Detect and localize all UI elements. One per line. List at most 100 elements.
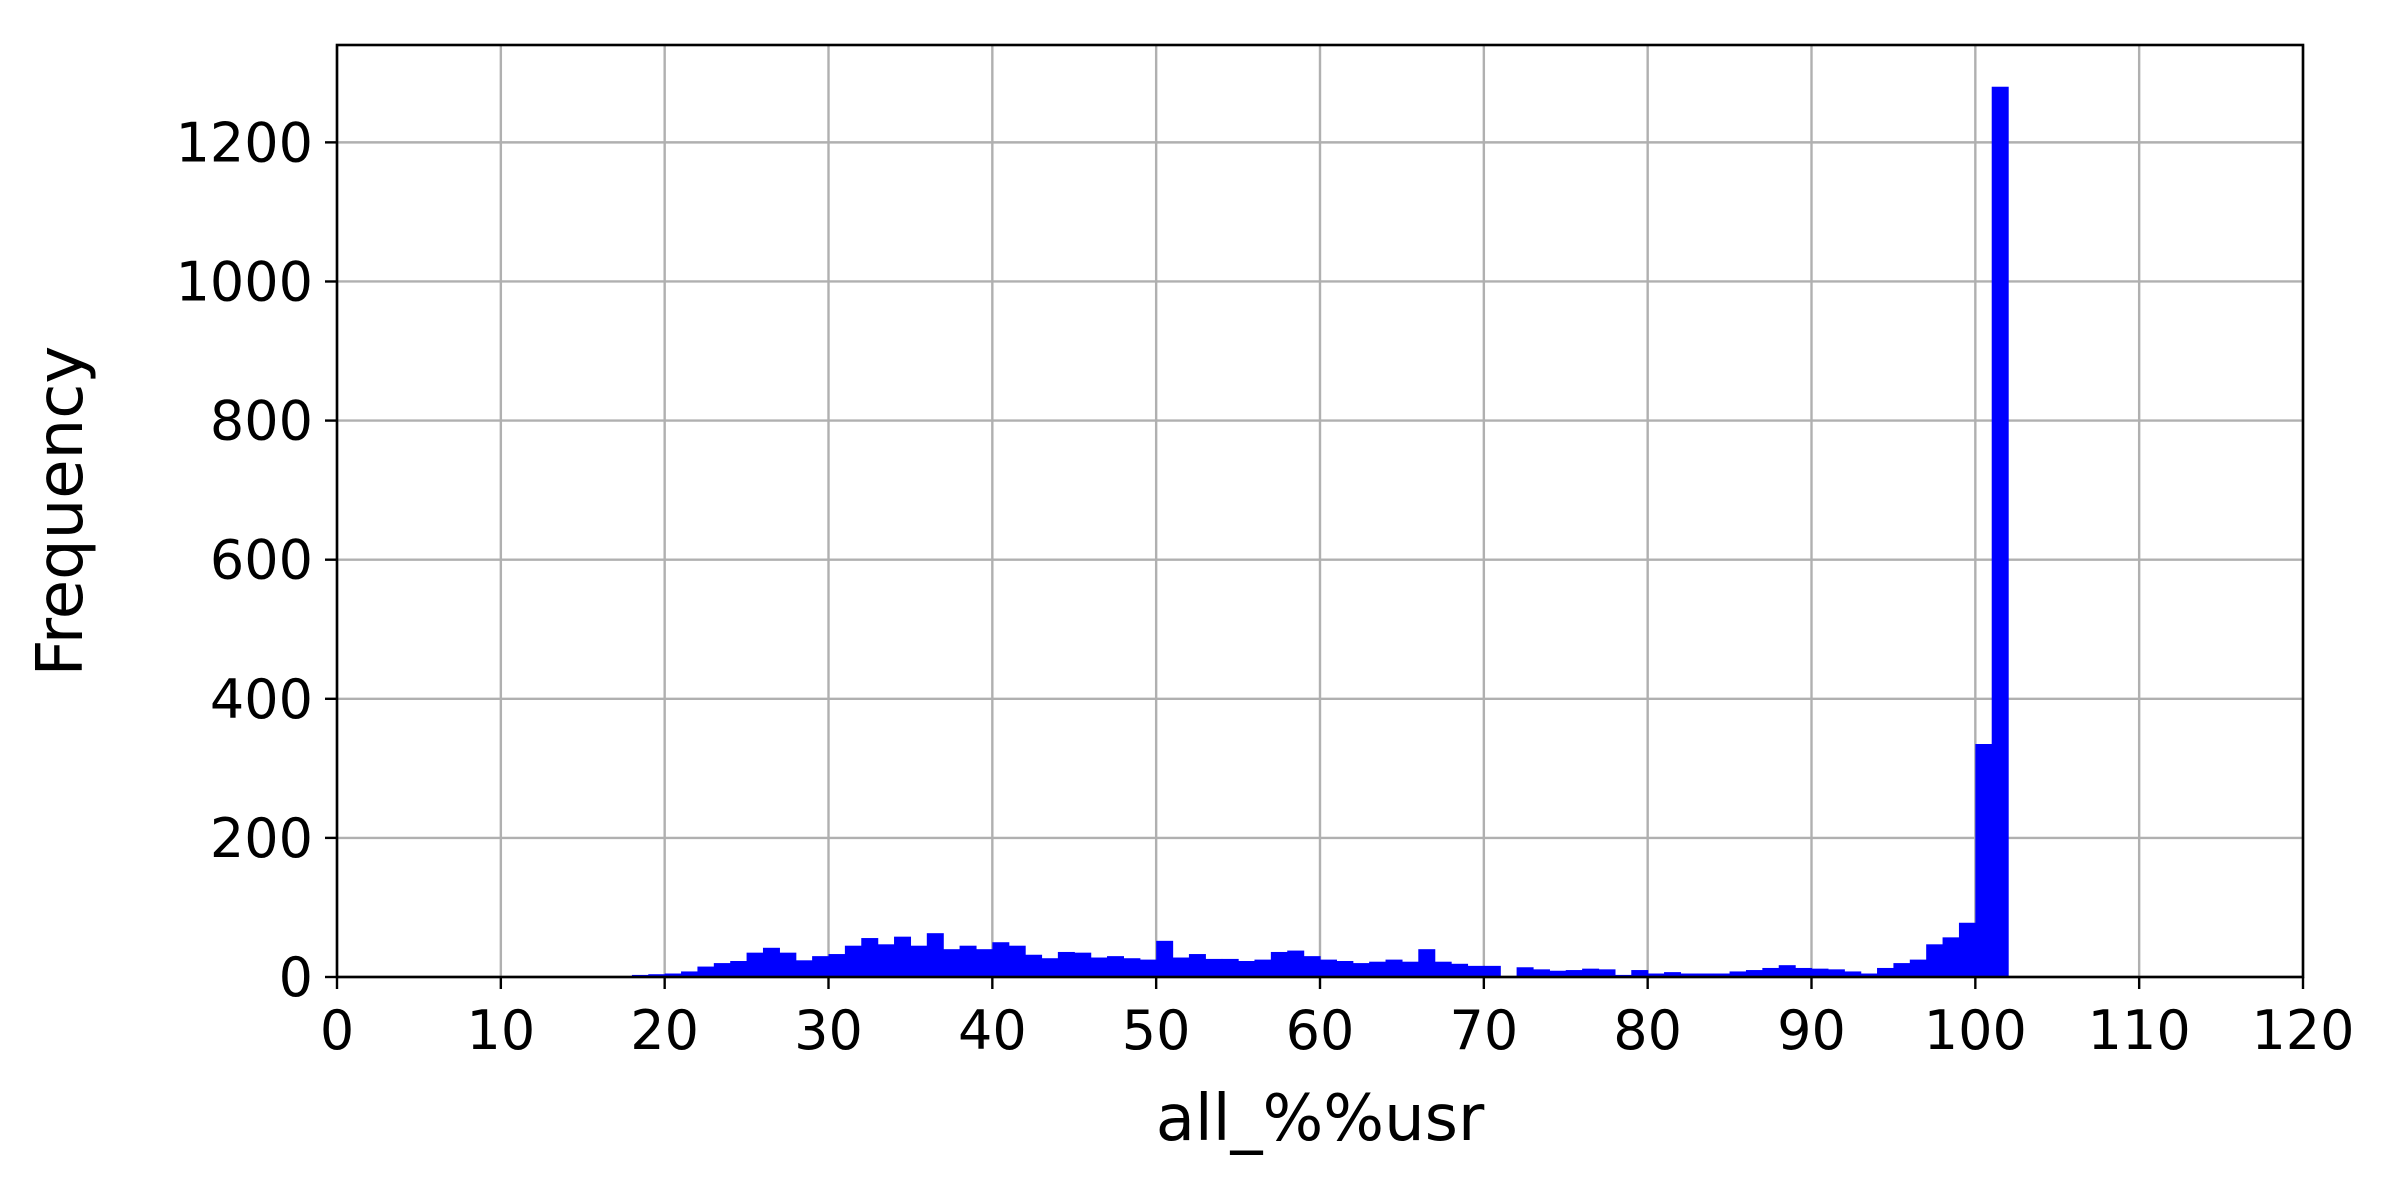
histogram-bars <box>631 86 2009 978</box>
histogram-bar <box>1352 963 1370 977</box>
histogram-bar <box>1270 951 1288 977</box>
histogram-bar <box>1139 959 1157 977</box>
histogram-bar <box>1008 945 1026 977</box>
x-tick-labels: 0 10 20 30 40 50 60 70 80 90 100 110 120 <box>320 999 2355 1062</box>
y-tick-labels: 0 200 400 600 800 1000 1200 <box>176 111 313 1009</box>
histogram-bar <box>1418 949 1436 977</box>
histogram-bar <box>1188 954 1206 977</box>
histogram-bar <box>1516 967 1534 977</box>
histogram-bar <box>1778 965 1796 977</box>
histogram-bar <box>1467 965 1485 977</box>
histogram-bar <box>1844 971 1862 977</box>
x-tick-label: 90 <box>1777 999 1846 1062</box>
histogram-bar <box>1401 961 1419 977</box>
histogram-bar <box>1385 959 1403 977</box>
histogram-bar <box>1287 950 1305 977</box>
histogram-bar <box>1483 965 1501 977</box>
histogram-bar <box>1451 963 1469 977</box>
histogram-bar <box>992 942 1010 977</box>
histogram-bar <box>1680 973 1698 977</box>
histogram-bar <box>1434 961 1452 977</box>
y-tick-label: 200 <box>210 807 313 870</box>
histogram-bar <box>926 933 944 977</box>
x-tick-label: 50 <box>1122 999 1191 1062</box>
histogram-bar <box>1107 956 1124 977</box>
histogram-bar <box>1713 973 1731 977</box>
x-tick-label: 40 <box>958 999 1027 1062</box>
histogram-bar <box>959 945 977 977</box>
histogram-bar <box>1123 958 1141 977</box>
x-tick-label: 0 <box>320 999 354 1062</box>
x-tick-label: 80 <box>1613 999 1682 1062</box>
y-tick-label: 600 <box>210 529 313 592</box>
y-tick-label: 400 <box>210 668 313 731</box>
x-tick-label: 70 <box>1449 999 1518 1062</box>
histogram-bar <box>1565 970 1583 977</box>
histogram-bar <box>713 963 731 977</box>
x-tick-label: 120 <box>2251 999 2354 1062</box>
histogram-bar <box>812 956 830 977</box>
histogram-bar <box>861 938 879 977</box>
histogram-bar <box>1860 973 1878 977</box>
x-tick-label: 30 <box>794 999 863 1062</box>
x-tick-label: 60 <box>1286 999 1355 1062</box>
histogram-bar <box>844 945 862 977</box>
histogram-bar <box>1795 967 1813 977</box>
histogram-bar <box>664 973 682 977</box>
x-tick-label: 100 <box>1924 999 2027 1062</box>
histogram-bar <box>1336 961 1354 977</box>
histogram-bar <box>1647 973 1665 977</box>
histogram-bar <box>746 952 764 977</box>
histogram-bar <box>1909 959 1927 977</box>
histogram-bar <box>828 954 846 977</box>
histogram-bar <box>1549 970 1567 977</box>
histogram-bar <box>1958 922 1976 977</box>
histogram-bar <box>1156 940 1174 977</box>
x-tick-label: 110 <box>2088 999 2191 1062</box>
histogram-bar <box>894 936 912 977</box>
histogram-bar <box>1041 958 1059 977</box>
histogram-bar <box>1582 968 1600 977</box>
histogram-bar <box>681 971 699 977</box>
histogram-bar <box>730 961 748 977</box>
histogram-bar <box>1991 86 2009 978</box>
histogram-bar <box>877 944 895 977</box>
histogram-bar <box>943 949 961 977</box>
histogram-bar <box>1926 944 1944 977</box>
histogram-bar <box>697 966 715 977</box>
histogram-bar <box>1811 968 1829 977</box>
y-tick-label: 800 <box>210 390 313 453</box>
histogram-bar <box>1025 954 1043 977</box>
histogram-bar <box>1893 963 1911 977</box>
histogram-bar <box>1745 970 1763 977</box>
x-tick-label: 10 <box>466 999 535 1062</box>
y-tick-label: 0 <box>279 946 313 1009</box>
histogram-bar <box>1532 969 1550 977</box>
histogram-bar <box>1942 937 1960 977</box>
histogram-bar <box>1303 956 1321 977</box>
histogram-bar <box>762 947 780 977</box>
histogram-bar <box>975 949 993 977</box>
histogram-bar <box>1664 972 1682 977</box>
histogram-bar <box>1205 958 1223 977</box>
histogram-bar <box>1369 961 1387 977</box>
histogram-bar <box>1631 970 1649 977</box>
tick-marks <box>325 141 2305 989</box>
histogram-bar <box>1221 958 1239 977</box>
histogram-bar <box>1975 744 1993 977</box>
histogram-bar <box>1238 961 1256 977</box>
histogram-bar <box>1057 951 1075 977</box>
histogram-bar <box>1254 959 1272 977</box>
histogram-bar <box>910 945 928 977</box>
histogram-bar <box>1598 969 1616 977</box>
histogram-bar <box>1877 967 1895 977</box>
histogram-bar <box>1172 957 1190 977</box>
histogram-bar <box>779 952 797 977</box>
histogram-bar <box>795 960 813 977</box>
histogram-bar <box>1762 967 1780 977</box>
histogram-bar <box>1827 969 1845 977</box>
histogram-bar <box>1320 959 1337 977</box>
histogram-bar <box>1074 952 1092 977</box>
y-axis-label: Frequency <box>24 346 98 677</box>
